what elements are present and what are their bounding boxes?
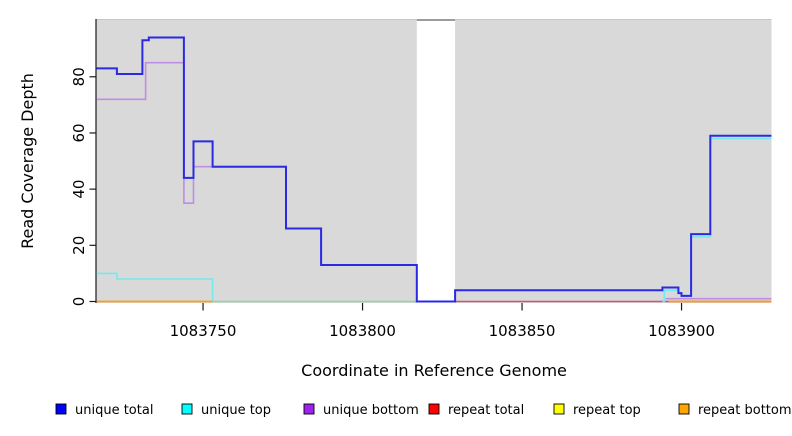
no-data-gap bbox=[416, 19, 456, 303]
x-tick-label: 1083800 bbox=[329, 322, 396, 340]
y-tick-label: 80 bbox=[70, 67, 88, 86]
legend-label-unique-bottom: unique bottom bbox=[323, 403, 419, 418]
x-axis-title: Coordinate in Reference Genome bbox=[301, 361, 567, 380]
legend-swatch-repeat-bottom bbox=[678, 403, 690, 415]
y-tick-label: 20 bbox=[70, 236, 88, 255]
legend-swatch-repeat-total bbox=[428, 403, 440, 415]
legend-label-repeat-bottom: repeat bottom bbox=[698, 403, 792, 418]
legend-label-unique-total: unique total bbox=[75, 403, 153, 418]
legend-label-repeat-top: repeat top bbox=[573, 403, 641, 418]
legend-label-unique-top: unique top bbox=[201, 403, 271, 418]
y-axis-title: Read Coverage Depth bbox=[18, 73, 37, 249]
series-line-unique-top bbox=[96, 272, 214, 302]
x-axis-ticks: 1083750 1083800 1083850 1083900 bbox=[170, 303, 715, 340]
legend-swatch-repeat-top bbox=[553, 403, 565, 415]
y-tick-label: 0 bbox=[70, 297, 88, 307]
y-tick-label: 60 bbox=[70, 123, 88, 142]
x-tick-label: 1083900 bbox=[648, 322, 715, 340]
legend-label-repeat-total: repeat total bbox=[448, 403, 524, 418]
series-line-unique-total bbox=[96, 36, 772, 303]
legend: unique total unique top unique bottom repea… bbox=[55, 403, 792, 418]
legend-swatch-unique-total bbox=[55, 403, 67, 415]
y-tick-label: 40 bbox=[70, 180, 88, 199]
series-lines bbox=[96, 36, 772, 303]
y-axis-ticks: 0 20 40 60 80 bbox=[70, 67, 97, 306]
x-tick-label: 1083850 bbox=[489, 322, 556, 340]
legend-swatch-unique-top bbox=[181, 403, 193, 415]
x-tick-label: 1083750 bbox=[170, 322, 237, 340]
legend-swatch-unique-bottom bbox=[303, 403, 315, 415]
